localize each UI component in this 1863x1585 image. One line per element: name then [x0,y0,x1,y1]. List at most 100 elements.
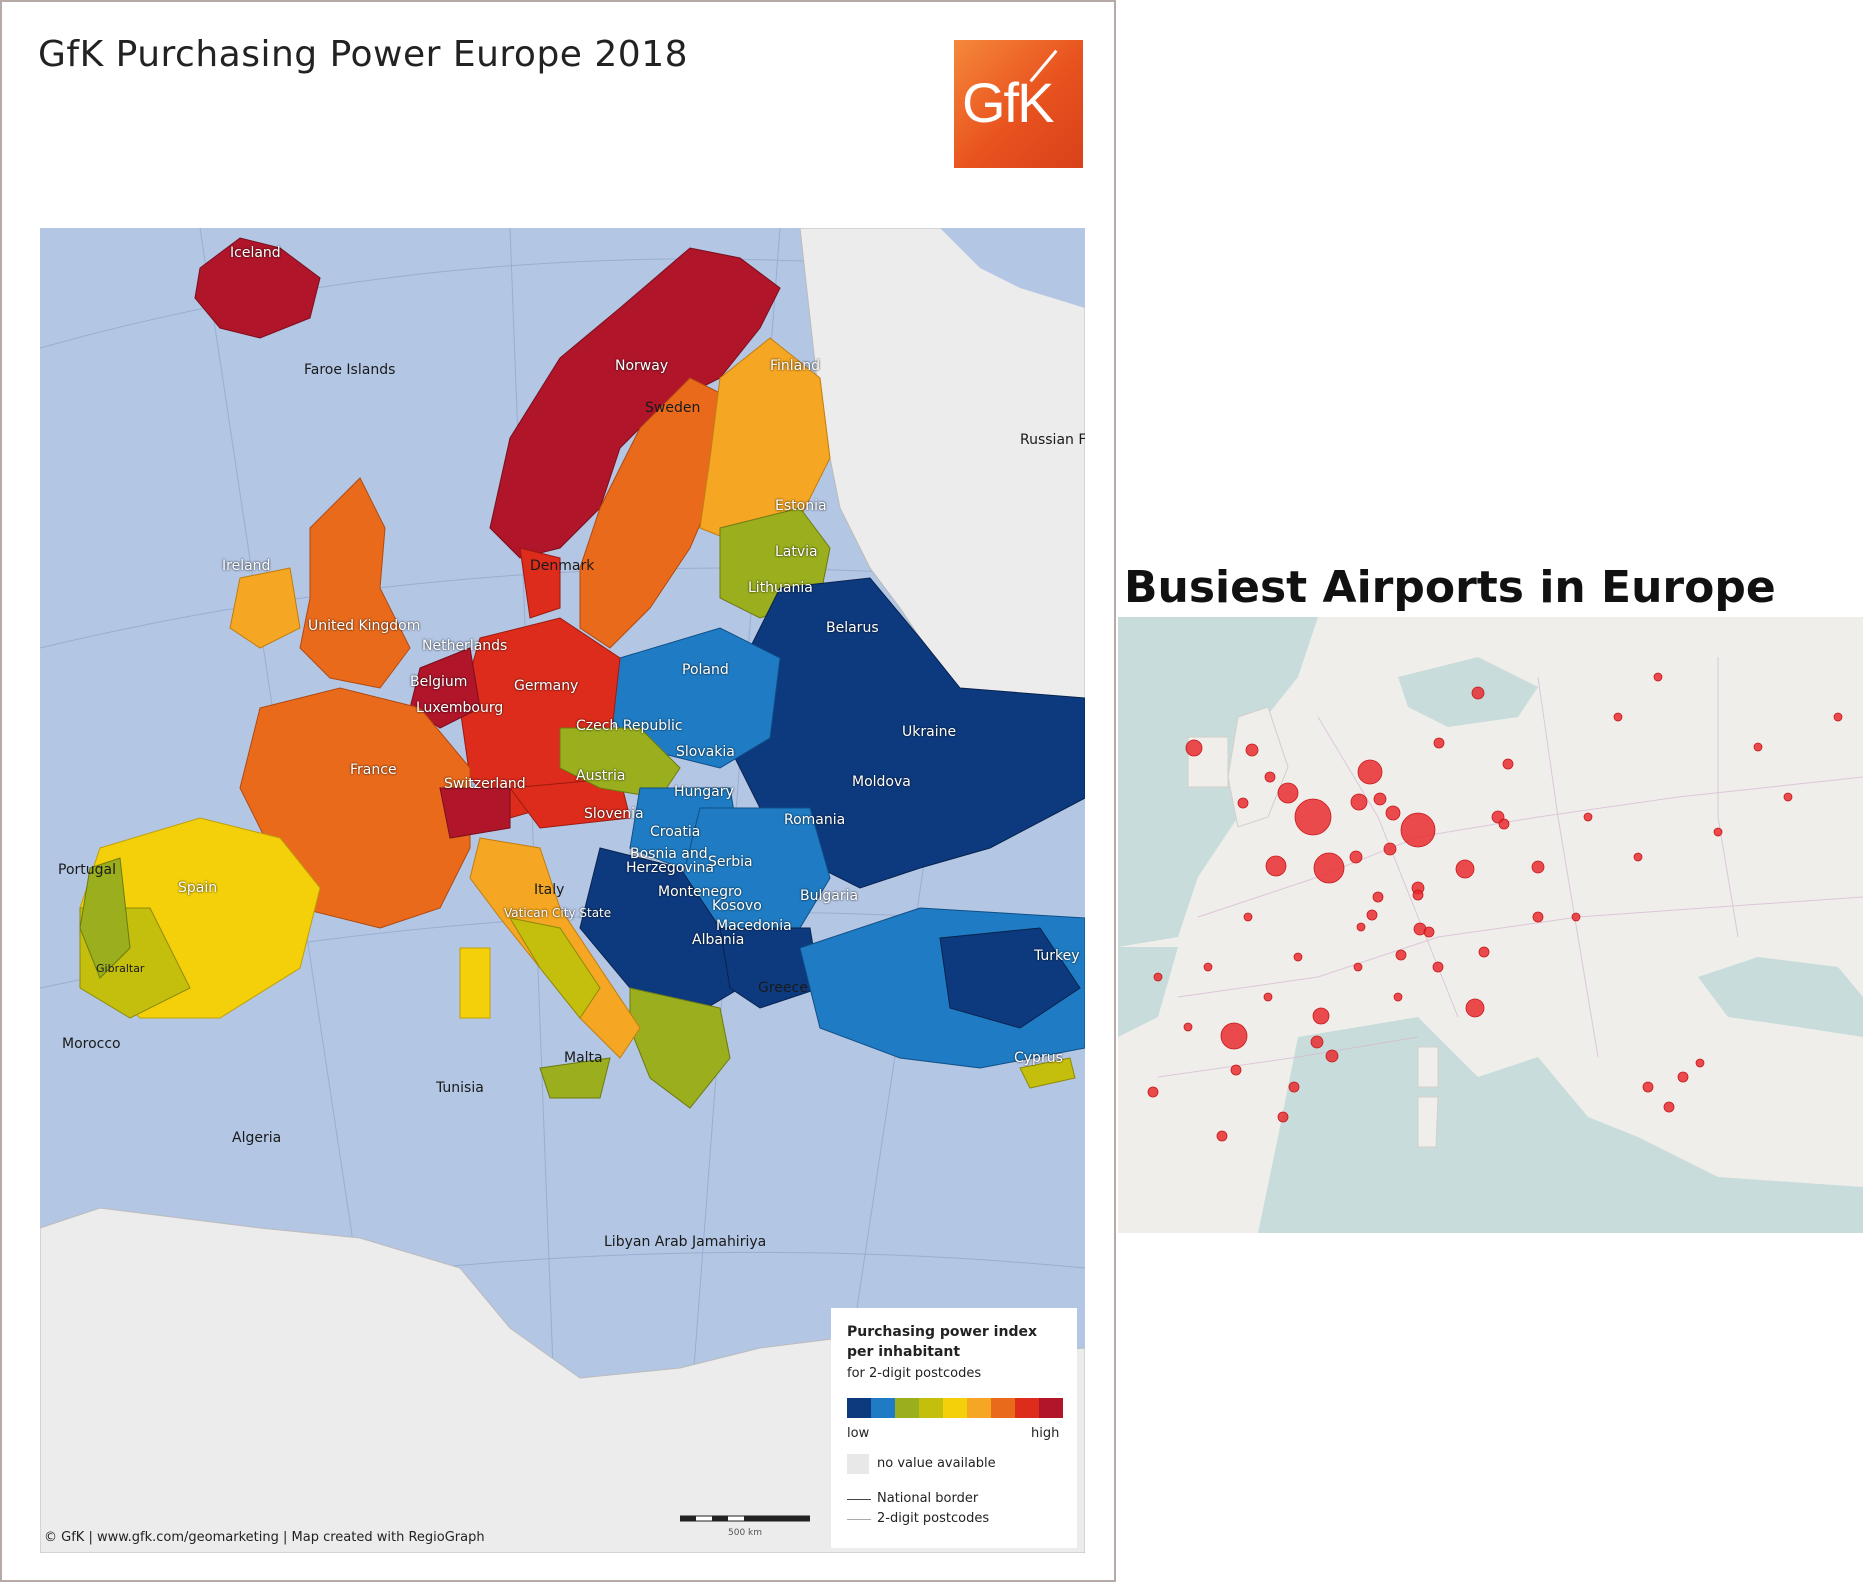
label-macedonia: Macedonia [716,918,792,934]
legend-swatch [1039,1398,1063,1418]
airport-marker [1613,712,1623,722]
airport-marker [1277,782,1299,804]
scale-label: 500 km [728,1528,763,1538]
airport-marker [1465,998,1485,1018]
airport-marker [1531,860,1545,874]
airport-marker [1277,1111,1289,1123]
airport-marker [1349,850,1363,864]
airport-marker [1713,827,1723,837]
label-italy: Italy [534,882,565,898]
no-value-swatch [847,1454,869,1474]
airports-map-svg [1118,617,1863,1233]
label-spain: Spain [178,880,218,896]
legend-subtitle: for 2-digit postcodes [847,1366,982,1381]
airport-marker [1385,805,1401,821]
scale-bar-icon [680,1515,810,1522]
label-morocco: Morocco [62,1036,121,1052]
label-montenegro: Montenegro [658,884,743,900]
airport-marker [1366,909,1378,921]
label-libya: Libyan Arab Jamahiriya [604,1234,767,1250]
gfk-logo: GfK [954,40,1083,168]
airport-marker [1264,771,1276,783]
airport-marker [1313,852,1345,884]
airport-marker [1216,1130,1228,1142]
label-france: France [350,762,397,778]
airport-marker [1263,992,1273,1002]
label-belgium: Belgium [410,674,468,690]
airport-marker [1571,912,1581,922]
label-tunisia: Tunisia [436,1080,484,1096]
airport-marker [1288,1081,1300,1093]
label-norway: Norway [615,358,669,374]
airport-marker [1243,912,1253,922]
airport-marker [1753,742,1763,752]
label-lithuania: Lithuania [748,580,813,596]
label-hungary: Hungary [674,784,734,800]
legend-swatch [895,1398,919,1418]
label-albania: Albania [692,932,745,948]
airport-marker [1695,1058,1705,1068]
airport-marker [1498,818,1510,830]
airport-marker [1357,759,1383,785]
label-bosnia-line1: Bosnia and [630,846,708,862]
national-border-line-icon [847,1499,871,1500]
legend-swatch [943,1398,967,1418]
airport-marker [1432,961,1444,973]
label-malta: Malta [564,1050,603,1066]
airport-marker [1783,792,1793,802]
airport-marker [1502,758,1514,770]
legend-title-line2: per inhabitant [847,1344,961,1360]
label-turkey: Turkey [1034,948,1080,964]
legend-title: Purchasing power index per inhabitant [847,1322,1037,1362]
legend-swatch [847,1398,871,1418]
label-denmark: Denmark [530,558,595,574]
airport-marker [1471,686,1485,700]
airport-marker [1356,922,1366,932]
postcode-label: 2-digit postcodes [877,1511,990,1526]
airport-marker [1642,1081,1654,1093]
airport-marker [1153,972,1163,982]
airport-marker [1220,1022,1248,1050]
legend-swatch [919,1398,943,1418]
label-russian-federation: Russian F [1020,432,1085,448]
label-united-kingdom: United Kingdom [308,618,421,634]
airport-marker [1400,812,1436,848]
label-estonia: Estonia [775,498,827,514]
label-luxembourg: Luxembourg [416,700,504,716]
airport-marker [1833,712,1843,722]
label-ireland: Ireland [222,558,271,574]
label-greece: Greece [758,980,808,996]
label-cyprus: Cyprus [1014,1050,1063,1066]
national-border-label: National border [877,1491,979,1506]
airport-marker [1293,952,1303,962]
airport-marker [1230,1064,1242,1076]
airport-marker [1245,743,1259,757]
label-poland: Poland [682,662,729,678]
gfk-logo-text: GfK [962,71,1054,134]
label-romania: Romania [784,812,846,828]
label-latvia: Latvia [775,544,818,560]
poster-title: GfK Purchasing Power Europe 2018 [38,34,689,75]
airport-marker [1478,946,1490,958]
airport-marker [1383,842,1397,856]
legend-color-ramp [847,1398,1063,1418]
airport-marker [1185,739,1203,757]
airport-marker [1433,737,1445,749]
airport-marker [1310,1035,1324,1049]
label-algeria: Algeria [232,1130,282,1146]
legend-title-line1: Purchasing power index [847,1324,1037,1340]
label-serbia: Serbia [708,854,753,870]
postcode-line-icon [847,1519,871,1520]
label-portugal: Portugal [58,862,116,878]
airport-marker [1583,812,1593,822]
airport-marker [1373,792,1387,806]
airport-marker [1183,1022,1193,1032]
no-value-label: no value available [877,1456,996,1471]
airport-marker [1372,891,1384,903]
airport-marker [1203,962,1213,972]
legend-swatch [871,1398,895,1418]
label-belarus: Belarus [826,620,879,636]
label-sweden: Sweden [645,400,701,416]
airport-markers [1147,672,1843,1142]
label-vatican-city: Vatican City State [504,906,612,920]
